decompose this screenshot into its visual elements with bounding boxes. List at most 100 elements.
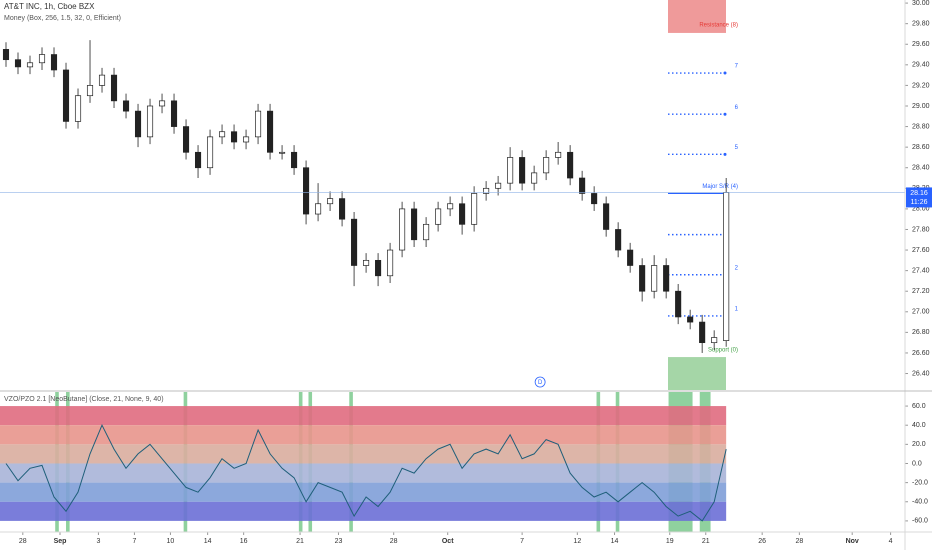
y-tick-label: 28.80 — [912, 123, 930, 130]
x-tick-label: 7 — [520, 538, 524, 545]
candle-body — [267, 110, 274, 153]
x-tick-label: 21 — [702, 538, 710, 545]
y-tick-label: 0.0 — [912, 460, 922, 467]
candle-body — [158, 100, 166, 107]
candle-body — [651, 265, 658, 292]
candle-body — [555, 151, 562, 158]
candle-body — [375, 259, 382, 277]
indicator-title: Money (Box, 256, 1.5, 32, 0, Efficient) — [4, 15, 121, 22]
y-tick-label: 29.20 — [912, 82, 930, 89]
last-price-label: 28.16 — [910, 190, 928, 197]
candle-body — [339, 198, 346, 220]
candle-body — [291, 151, 298, 169]
candle-body — [134, 110, 142, 138]
candle-body — [122, 100, 130, 112]
countdown-label: 11:26 — [911, 199, 928, 206]
y-tick-label: 27.60 — [912, 247, 930, 254]
candle-body — [243, 136, 250, 143]
x-tick-label: 26 — [758, 538, 766, 545]
level-label: 2 — [735, 265, 739, 271]
candle-body — [639, 265, 646, 292]
candle-body — [2, 49, 10, 61]
candle-body — [531, 172, 538, 184]
x-tick-label: 4 — [889, 538, 893, 545]
zone-band — [0, 425, 727, 445]
event-label: D — [538, 380, 543, 386]
y-tick-label: 28.00 — [912, 206, 930, 213]
y-tick-label: -40.0 — [912, 499, 928, 506]
candle-body — [182, 126, 190, 153]
y-tick-label: 26.60 — [912, 350, 930, 357]
candle-body — [507, 157, 514, 184]
candle-body — [218, 131, 226, 138]
candle-body — [26, 62, 34, 68]
y-tick-label: 28.40 — [912, 165, 930, 172]
x-tick-label: 19 — [666, 538, 674, 545]
oscillator-title: VZO/PZO 2.1 [NeoButane] (Close, 21, None… — [4, 396, 164, 403]
candle-body — [279, 151, 286, 154]
x-tick-label: 7 — [132, 538, 136, 545]
candle-body — [110, 74, 118, 102]
y-tick-label: 30.00 — [912, 0, 930, 7]
candle-body — [483, 187, 490, 194]
x-tick-label: 28 — [795, 538, 803, 545]
y-tick-label: 40.0 — [912, 422, 926, 429]
y-tick-label: 29.60 — [912, 41, 930, 48]
x-tick-label: Nov — [846, 538, 859, 545]
candle-body — [231, 131, 238, 143]
zone-band — [0, 406, 727, 426]
event-marker — [534, 376, 546, 388]
x-tick-label: 28 — [19, 538, 27, 545]
level-label: 6 — [735, 105, 739, 111]
y-tick-label: 60.0 — [912, 403, 926, 410]
candle-body — [14, 59, 22, 68]
resistance-box — [668, 0, 726, 33]
zone-band — [0, 482, 727, 502]
candle-body — [471, 193, 478, 225]
candle-body — [411, 208, 418, 241]
level-label: 1 — [735, 306, 739, 312]
zone-band — [0, 501, 727, 521]
y-tick-label: 27.00 — [912, 309, 930, 316]
candle-body — [543, 157, 550, 174]
x-tick-label: 23 — [335, 538, 343, 545]
candle-body — [687, 316, 694, 323]
level-end — [723, 112, 727, 116]
x-tick-label: Oct — [442, 538, 454, 545]
x-tick-label: 10 — [167, 538, 175, 545]
candle-body — [435, 208, 442, 225]
x-tick-label: 14 — [611, 538, 619, 545]
candle-body — [723, 192, 730, 341]
x-tick-label: 3 — [96, 538, 100, 545]
y-tick-label: -60.0 — [912, 518, 928, 525]
candle-body — [194, 151, 202, 169]
level-end — [723, 71, 727, 75]
candle-body — [86, 85, 94, 97]
y-tick-label: 27.80 — [912, 226, 930, 233]
last-price-box — [906, 187, 932, 208]
candle-body — [459, 203, 466, 225]
y-tick-label: 26.80 — [912, 329, 930, 336]
candle-body — [495, 182, 502, 189]
candle-body — [711, 337, 718, 344]
candle-body — [675, 290, 682, 318]
y-tick-label: 20.0 — [912, 441, 926, 448]
level-label: Major S/R (4) — [702, 184, 738, 190]
candle-body — [62, 69, 70, 122]
candle-body — [399, 208, 406, 251]
candle-body — [387, 249, 394, 277]
symbol-title: AT&T INC, 1h, Cboe BZX — [4, 2, 95, 11]
candle-body — [603, 203, 610, 230]
y-tick-label: 27.20 — [912, 288, 930, 295]
candle-body — [519, 157, 526, 184]
candle-body — [327, 198, 334, 205]
candle-body — [447, 203, 454, 210]
x-tick-label: 28 — [390, 538, 398, 545]
y-tick-label: -20.0 — [912, 479, 928, 486]
y-tick-label: 29.40 — [912, 62, 930, 69]
candle-body — [50, 54, 58, 71]
oscillator-line — [5, 424, 727, 522]
resistance-label: Resistance (8) — [699, 23, 738, 29]
candle-body — [206, 136, 214, 169]
